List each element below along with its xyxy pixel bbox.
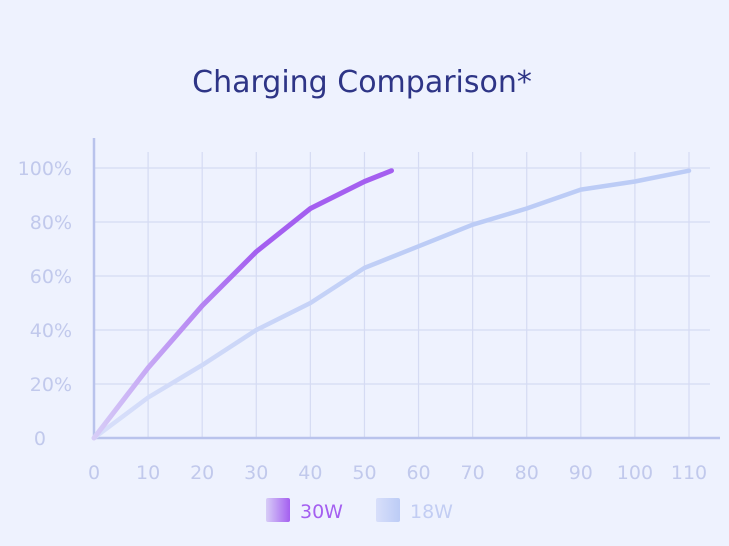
x-tick-label: 80 <box>515 462 539 484</box>
y-tick-label: 20% <box>30 374 72 396</box>
x-tick-label: 110 <box>671 462 707 484</box>
legend-label-18w: 18W <box>410 501 453 523</box>
x-tick-label: 10 <box>136 462 160 484</box>
x-tick-label: 40 <box>298 462 322 484</box>
series-lines <box>91 168 692 441</box>
x-tick-label: 60 <box>406 462 430 484</box>
x-tick-label: 0 <box>88 462 100 484</box>
grid <box>94 152 710 438</box>
x-tick-label: 100 <box>617 462 653 484</box>
legend: 30W 18W <box>266 498 453 523</box>
legend-swatch-18w <box>376 498 400 522</box>
chart-title: Charging Comparison* <box>192 65 532 100</box>
legend-swatch-30w <box>266 498 290 522</box>
y-tick-label: 60% <box>30 266 72 288</box>
series-line-18w <box>91 168 692 441</box>
series-line-30w <box>91 168 394 441</box>
legend-label-30w: 30W <box>300 501 343 523</box>
x-tick-label: 70 <box>461 462 485 484</box>
y-tick-label: 80% <box>30 212 72 234</box>
x-tick-label: 20 <box>190 462 214 484</box>
y-tick-label: 100% <box>18 158 72 180</box>
y-tick-label: 0 <box>34 428 46 450</box>
y-tick-label: 40% <box>30 320 72 342</box>
axes <box>92 138 720 440</box>
tick-labels: 0 10 20 30 40 50 60 70 80 90 100 110 0 20% 40% 60% 80% 10… <box>18 158 707 484</box>
x-tick-label: 90 <box>569 462 593 484</box>
x-tick-label: 30 <box>244 462 268 484</box>
x-tick-label: 50 <box>352 462 376 484</box>
